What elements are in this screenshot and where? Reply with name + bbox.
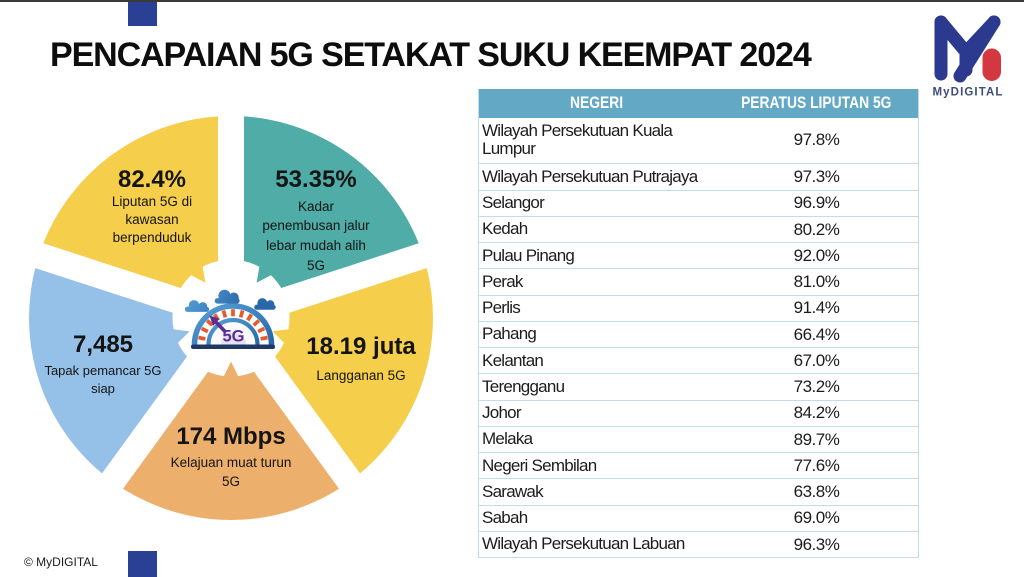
- svg-text:5G: 5G: [222, 328, 244, 346]
- svg-text:MyDIGITAL: MyDIGITAL: [932, 87, 1003, 99]
